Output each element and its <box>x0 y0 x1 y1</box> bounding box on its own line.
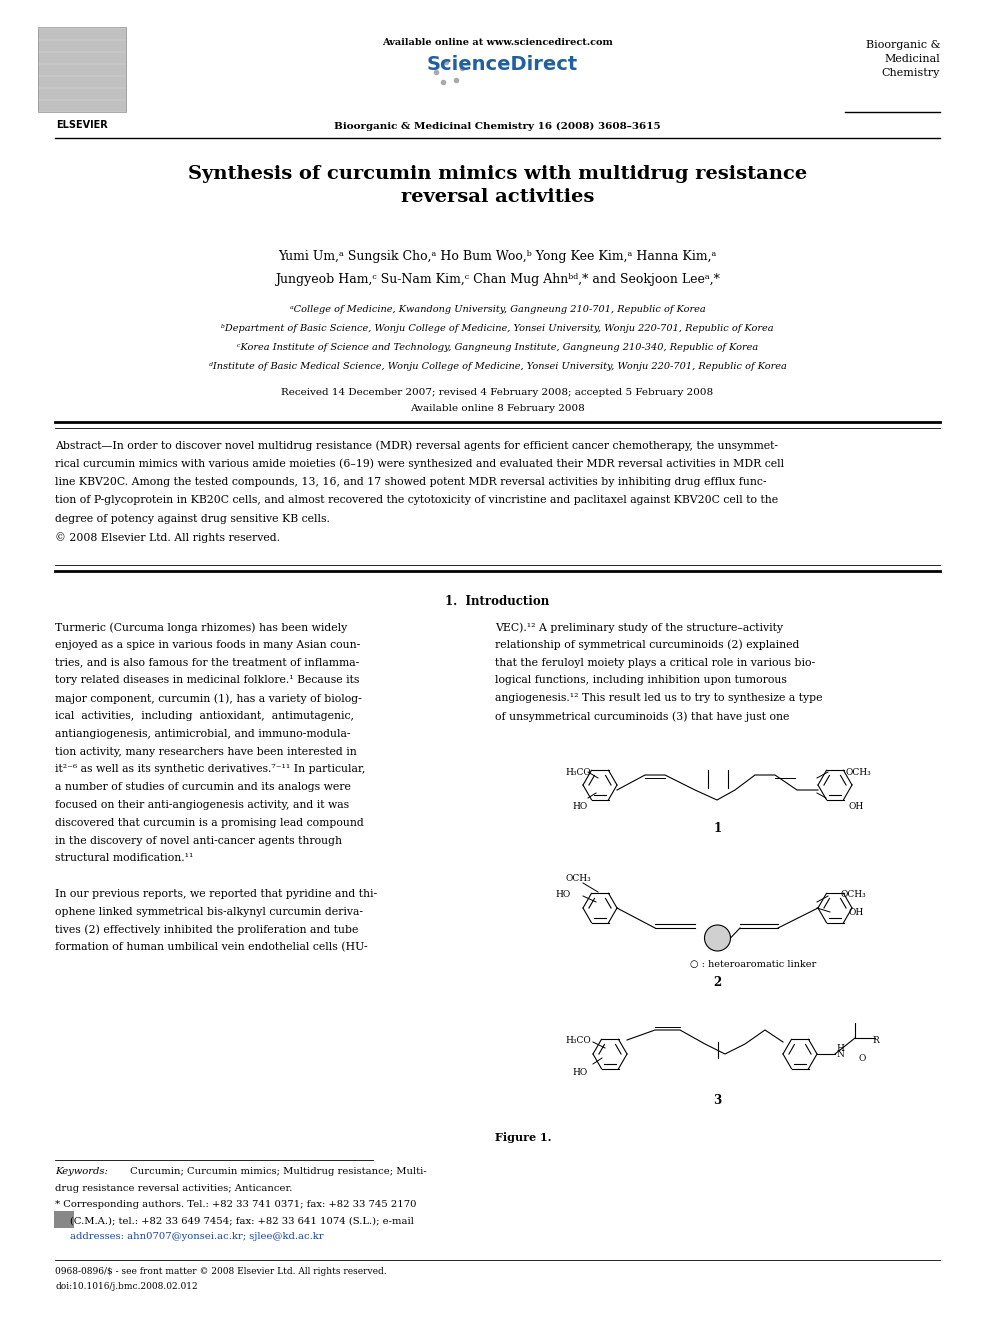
Text: formation of human umbilical vein endothelial cells (HU-: formation of human umbilical vein endoth… <box>55 942 368 953</box>
Text: doi:10.1016/j.bmc.2008.02.012: doi:10.1016/j.bmc.2008.02.012 <box>55 1282 197 1291</box>
Text: H₃CO: H₃CO <box>565 767 591 777</box>
Text: logical functions, including inhibition upon tumorous: logical functions, including inhibition … <box>495 676 787 685</box>
Text: Synthesis of curcumin mimics with multidrug resistance
reversal activities: Synthesis of curcumin mimics with multid… <box>187 165 807 206</box>
Text: H₃CO: H₃CO <box>565 1036 591 1045</box>
Text: Bioorganic & Medicinal Chemistry 16 (2008) 3608–3615: Bioorganic & Medicinal Chemistry 16 (200… <box>334 122 661 131</box>
Text: ᵈInstitute of Basic Medical Science, Wonju College of Medicine, Yonsei Universit: ᵈInstitute of Basic Medical Science, Won… <box>208 363 787 370</box>
Text: 2: 2 <box>713 976 721 990</box>
Text: VEC).¹² A preliminary study of the structure–activity: VEC).¹² A preliminary study of the struc… <box>495 622 783 632</box>
Text: OCH₃: OCH₃ <box>840 890 866 900</box>
Text: OCH₃: OCH₃ <box>565 875 591 882</box>
Text: Available online at www.sciencedirect.com: Available online at www.sciencedirect.co… <box>382 38 613 48</box>
Text: (C.M.A.); tel.: +82 33 649 7454; fax: +82 33 641 1074 (S.L.); e-mail: (C.M.A.); tel.: +82 33 649 7454; fax: +8… <box>70 1216 414 1225</box>
Text: 1: 1 <box>713 822 721 835</box>
Text: addresses: ahn0707@yonsei.ac.kr; sjlee@kd.ac.kr: addresses: ahn0707@yonsei.ac.kr; sjlee@k… <box>70 1232 323 1241</box>
Text: major component, curcumin (1), has a variety of biolog-: major component, curcumin (1), has a var… <box>55 693 362 704</box>
Text: line KBV20C. Among the tested compounds, 13, 16, and 17 showed potent MDR revers: line KBV20C. Among the tested compounds,… <box>55 478 767 487</box>
Text: 1.  Introduction: 1. Introduction <box>445 595 550 609</box>
Text: tries, and is also famous for the treatment of inflamma-: tries, and is also famous for the treatm… <box>55 658 359 668</box>
Text: of unsymmetrical curcuminoids (3) that have just one: of unsymmetrical curcuminoids (3) that h… <box>495 710 790 721</box>
Text: Jungyeob Ham,ᶜ Su-Nam Kim,ᶜ Chan Mug Ahnᵇᵈ,* and Seokjoon Leeᵃ,*: Jungyeob Ham,ᶜ Su-Nam Kim,ᶜ Chan Mug Ahn… <box>275 273 720 286</box>
Text: N: N <box>836 1050 844 1058</box>
Text: relationship of symmetrical curcuminoids (2) explained: relationship of symmetrical curcuminoids… <box>495 640 800 651</box>
Text: Received 14 December 2007; revised 4 February 2008; accepted 5 February 2008: Received 14 December 2007; revised 4 Feb… <box>282 388 713 397</box>
Text: ○ : heteroaromatic linker: ○ : heteroaromatic linker <box>689 960 815 968</box>
Text: discovered that curcumin is a promising lead compound: discovered that curcumin is a promising … <box>55 818 364 828</box>
Text: Curcumin; Curcumin mimics; Multidrug resistance; Multi-: Curcumin; Curcumin mimics; Multidrug res… <box>127 1167 427 1176</box>
Text: OH: OH <box>848 802 863 811</box>
Text: HO: HO <box>572 1068 587 1077</box>
Text: Bioorganic &
Medicinal
Chemistry: Bioorganic & Medicinal Chemistry <box>865 40 940 78</box>
Text: ᵃCollege of Medicine, Kwandong University, Gangneung 210-701, Republic of Korea: ᵃCollege of Medicine, Kwandong Universit… <box>290 306 705 314</box>
Text: ScienceDirect: ScienceDirect <box>427 56 578 74</box>
Text: tion of P-glycoprotein in KB20C cells, and almost recovered the cytotoxicity of : tion of P-glycoprotein in KB20C cells, a… <box>55 496 778 505</box>
Text: tives (2) effectively inhibited the proliferation and tube: tives (2) effectively inhibited the prol… <box>55 925 358 935</box>
Text: In our previous reports, we reported that pyridine and thi-: In our previous reports, we reported tha… <box>55 889 377 900</box>
Text: 0968-0896/$ - see front matter © 2008 Elsevier Ltd. All rights reserved.: 0968-0896/$ - see front matter © 2008 El… <box>55 1267 387 1275</box>
Text: Turmeric (Curcuma longa rhizomes) has been widely: Turmeric (Curcuma longa rhizomes) has be… <box>55 622 347 632</box>
Text: H: H <box>836 1044 844 1053</box>
Text: a number of studies of curcumin and its analogs were: a number of studies of curcumin and its … <box>55 782 351 792</box>
Polygon shape <box>54 1211 74 1228</box>
Text: OCH₃: OCH₃ <box>845 767 871 777</box>
Text: HO: HO <box>555 890 570 900</box>
Text: Figure 1.: Figure 1. <box>495 1132 552 1143</box>
Text: it²⁻⁶ as well as its synthetic derivatives.⁷⁻¹¹ In particular,: it²⁻⁶ as well as its synthetic derivativ… <box>55 765 365 774</box>
Text: angiogenesis.¹² This result led us to try to synthesize a type: angiogenesis.¹² This result led us to tr… <box>495 693 822 704</box>
Text: drug resistance reversal activities; Anticancer.: drug resistance reversal activities; Ant… <box>55 1184 293 1193</box>
Text: Available online 8 February 2008: Available online 8 February 2008 <box>410 404 585 413</box>
Bar <box>38 26 126 112</box>
Text: ELSEVIER: ELSEVIER <box>57 120 108 130</box>
Text: 3: 3 <box>713 1094 721 1107</box>
Text: that the feruloyl moiety plays a critical role in various bio-: that the feruloyl moiety plays a critica… <box>495 658 815 668</box>
Text: antiangiogenesis, antimicrobial, and immuno-modula-: antiangiogenesis, antimicrobial, and imm… <box>55 729 350 738</box>
Text: structural modification.¹¹: structural modification.¹¹ <box>55 853 193 864</box>
Text: * Corresponding authors. Tel.: +82 33 741 0371; fax: +82 33 745 2170: * Corresponding authors. Tel.: +82 33 74… <box>55 1200 417 1209</box>
Text: rical curcumin mimics with various amide moieties (6–19) were synthesized and ev: rical curcumin mimics with various amide… <box>55 459 784 470</box>
Circle shape <box>704 925 730 951</box>
Text: HO: HO <box>572 802 587 811</box>
Text: © 2008 Elsevier Ltd. All rights reserved.: © 2008 Elsevier Ltd. All rights reserved… <box>55 532 280 544</box>
Text: ᶜKorea Institute of Science and Technology, Gangneung Institute, Gangneung 210-3: ᶜKorea Institute of Science and Technolo… <box>237 343 758 352</box>
Text: R: R <box>872 1036 879 1045</box>
Text: Yumi Um,ᵃ Sungsik Cho,ᵃ Ho Bum Woo,ᵇ Yong Kee Kim,ᵃ Hanna Kim,ᵃ: Yumi Um,ᵃ Sungsik Cho,ᵃ Ho Bum Woo,ᵇ Yon… <box>279 250 716 263</box>
Text: ᵇDepartment of Basic Science, Wonju College of Medicine, Yonsei University, Wonj: ᵇDepartment of Basic Science, Wonju Coll… <box>221 324 774 333</box>
Text: focused on their anti-angiogenesis activity, and it was: focused on their anti-angiogenesis activ… <box>55 800 349 810</box>
Text: OH: OH <box>848 908 863 917</box>
Text: in the discovery of novel anti-cancer agents through: in the discovery of novel anti-cancer ag… <box>55 836 342 845</box>
Text: ical  activities,  including  antioxidant,  antimutagenic,: ical activities, including antioxidant, … <box>55 710 354 721</box>
Text: ophene linked symmetrical bis-alkynyl curcumin deriva-: ophene linked symmetrical bis-alkynyl cu… <box>55 906 363 917</box>
Text: Abstract—In order to discover novel multidrug resistance (MDR) reversal agents f: Abstract—In order to discover novel mult… <box>55 441 778 451</box>
Text: enjoyed as a spice in various foods in many Asian coun-: enjoyed as a spice in various foods in m… <box>55 640 360 650</box>
Text: degree of potency against drug sensitive KB cells.: degree of potency against drug sensitive… <box>55 515 330 524</box>
Text: tion activity, many researchers have been interested in: tion activity, many researchers have bee… <box>55 746 357 757</box>
Text: Keywords:: Keywords: <box>55 1167 108 1176</box>
Text: O: O <box>858 1054 865 1062</box>
Text: tory related diseases in medicinal folklore.¹ Because its: tory related diseases in medicinal folkl… <box>55 676 359 685</box>
